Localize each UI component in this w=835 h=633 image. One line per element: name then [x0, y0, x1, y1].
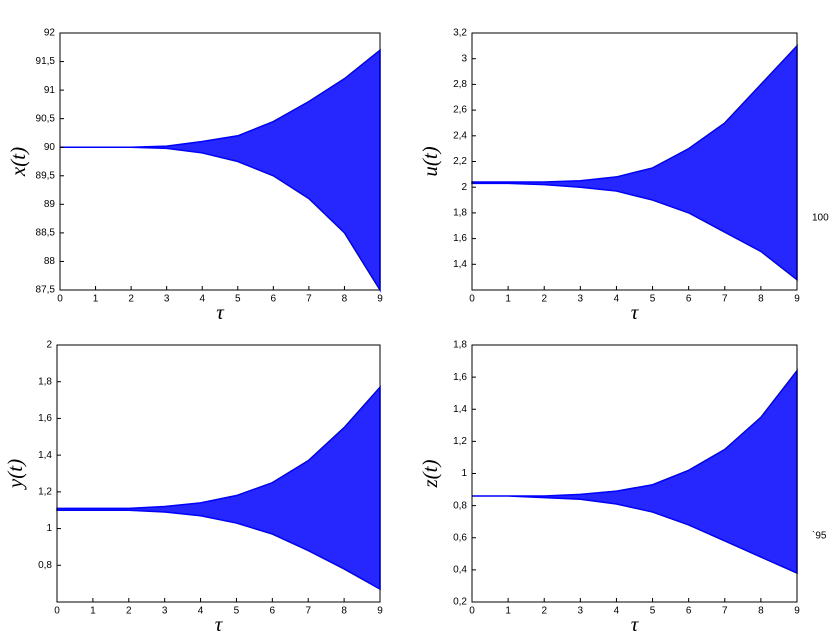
y-axis-label: z(t)	[418, 460, 442, 489]
x-tick-label: 5	[650, 606, 656, 617]
x-tick-label: 5	[234, 606, 240, 617]
y-tick-label: 88,5	[36, 228, 56, 239]
y-axis-label: x(t)	[6, 147, 30, 177]
y-tick-label: 2	[461, 182, 467, 193]
y-tick-label: 1	[461, 468, 467, 479]
y-tick-label: 91	[44, 85, 56, 96]
x-tick-label: 3	[162, 606, 168, 617]
x-axis-label: τ	[215, 612, 224, 633]
y-tick-label: 0,6	[453, 532, 467, 543]
x-tick-label: 6	[686, 294, 692, 305]
y-tick-label: 1,8	[453, 340, 467, 351]
x-tick-label: 1	[505, 294, 511, 305]
x-tick-label: 6	[271, 294, 277, 305]
margin-label: `95	[812, 530, 827, 542]
y-axis-label: u(t)	[418, 146, 442, 176]
y-tick-label: 1,6	[38, 413, 52, 424]
scatter-band	[471, 43, 798, 282]
y-tick-label: 1,8	[38, 376, 52, 387]
x-tick-label: 2	[126, 606, 132, 617]
x-tick-label: 4	[199, 294, 205, 305]
y-tick-label: 90	[44, 142, 56, 153]
x-tick-label: 9	[377, 294, 383, 305]
x-axis-label: τ	[631, 300, 640, 324]
y-tick-label: 88	[44, 256, 56, 267]
x-tick-label: 8	[758, 294, 764, 305]
x-tick-label: 8	[342, 294, 348, 305]
y-tick-label: 1,2	[38, 486, 52, 497]
axes-box	[59, 32, 381, 291]
x-tick-label: 5	[235, 294, 241, 305]
y-tick-label: 3,2	[453, 28, 467, 39]
y-tick-label: 2,4	[453, 130, 467, 141]
y-tick-label: 90,5	[36, 113, 56, 124]
y-tick-label: 1,4	[453, 404, 467, 415]
x-tick-label: 5	[650, 294, 656, 305]
y-tick-label: 91,5	[36, 56, 56, 67]
scatter-band	[60, 48, 381, 293]
x-axis-label: τ	[631, 612, 640, 633]
margin-label: 100	[812, 213, 829, 224]
x-tick-label: 8	[341, 606, 347, 617]
x-tick-label: 7	[722, 294, 728, 305]
x-tick-label: 9	[794, 294, 800, 305]
x-tick-label: 3	[578, 294, 584, 305]
y-tick-label: 0,2	[453, 597, 467, 608]
y-tick-label: 1,6	[453, 233, 467, 244]
y-tick-label: 89	[44, 199, 56, 210]
y-tick-label: 87,5	[36, 285, 56, 296]
x-tick-label: 4	[198, 606, 204, 617]
x-tick-label: 6	[270, 606, 276, 617]
x-tick-label: 7	[305, 606, 311, 617]
x-tick-label: 7	[306, 294, 312, 305]
y-tick-label: 2,6	[453, 105, 467, 116]
x-tick-label: 4	[614, 294, 620, 305]
x-tick-label: 7	[722, 606, 728, 617]
x-tick-label: 9	[794, 606, 800, 617]
x-tick-label: 0	[57, 294, 63, 305]
x-tick-label: 0	[469, 606, 475, 617]
y-tick-label: 1,4	[38, 450, 52, 461]
x-tick-label: 3	[164, 294, 170, 305]
x-tick-label: 0	[54, 606, 60, 617]
y-tick-label: 0,4	[453, 565, 467, 576]
y-tick-label: 1,4	[453, 259, 467, 270]
x-tick-label: 1	[93, 294, 99, 305]
scatter-band	[56, 385, 381, 591]
x-tick-label: 1	[505, 606, 511, 617]
x-tick-label: 4	[614, 606, 620, 617]
x-tick-label: 6	[686, 606, 692, 617]
scatter-band	[472, 368, 798, 575]
y-tick-label: 2,8	[453, 79, 467, 90]
y-tick-label: 92	[44, 28, 56, 39]
y-tick-label: 2	[46, 340, 52, 351]
x-tick-label: 2	[128, 294, 134, 305]
y-tick-label: 1,8	[453, 208, 467, 219]
x-tick-label: 2	[541, 606, 547, 617]
y-tick-label: 89,5	[36, 170, 56, 181]
axes-box	[56, 344, 381, 603]
x-tick-label: 3	[578, 606, 584, 617]
y-axis-label: y(t)	[3, 459, 27, 490]
x-tick-label: 9	[377, 606, 383, 617]
y-tick-label: 3	[461, 53, 467, 64]
y-tick-label: 0,8	[453, 500, 467, 511]
y-tick-label: 1,2	[453, 436, 467, 447]
y-tick-label: 0,8	[38, 560, 52, 571]
x-axis-label: τ	[216, 300, 225, 324]
y-tick-label: 1	[46, 523, 52, 534]
x-tick-label: 1	[90, 606, 96, 617]
x-tick-label: 2	[541, 294, 547, 305]
y-tick-label: 1,6	[453, 372, 467, 383]
x-tick-label: 8	[758, 606, 764, 617]
x-tick-label: 0	[469, 294, 475, 305]
y-tick-label: 2,2	[453, 156, 467, 167]
